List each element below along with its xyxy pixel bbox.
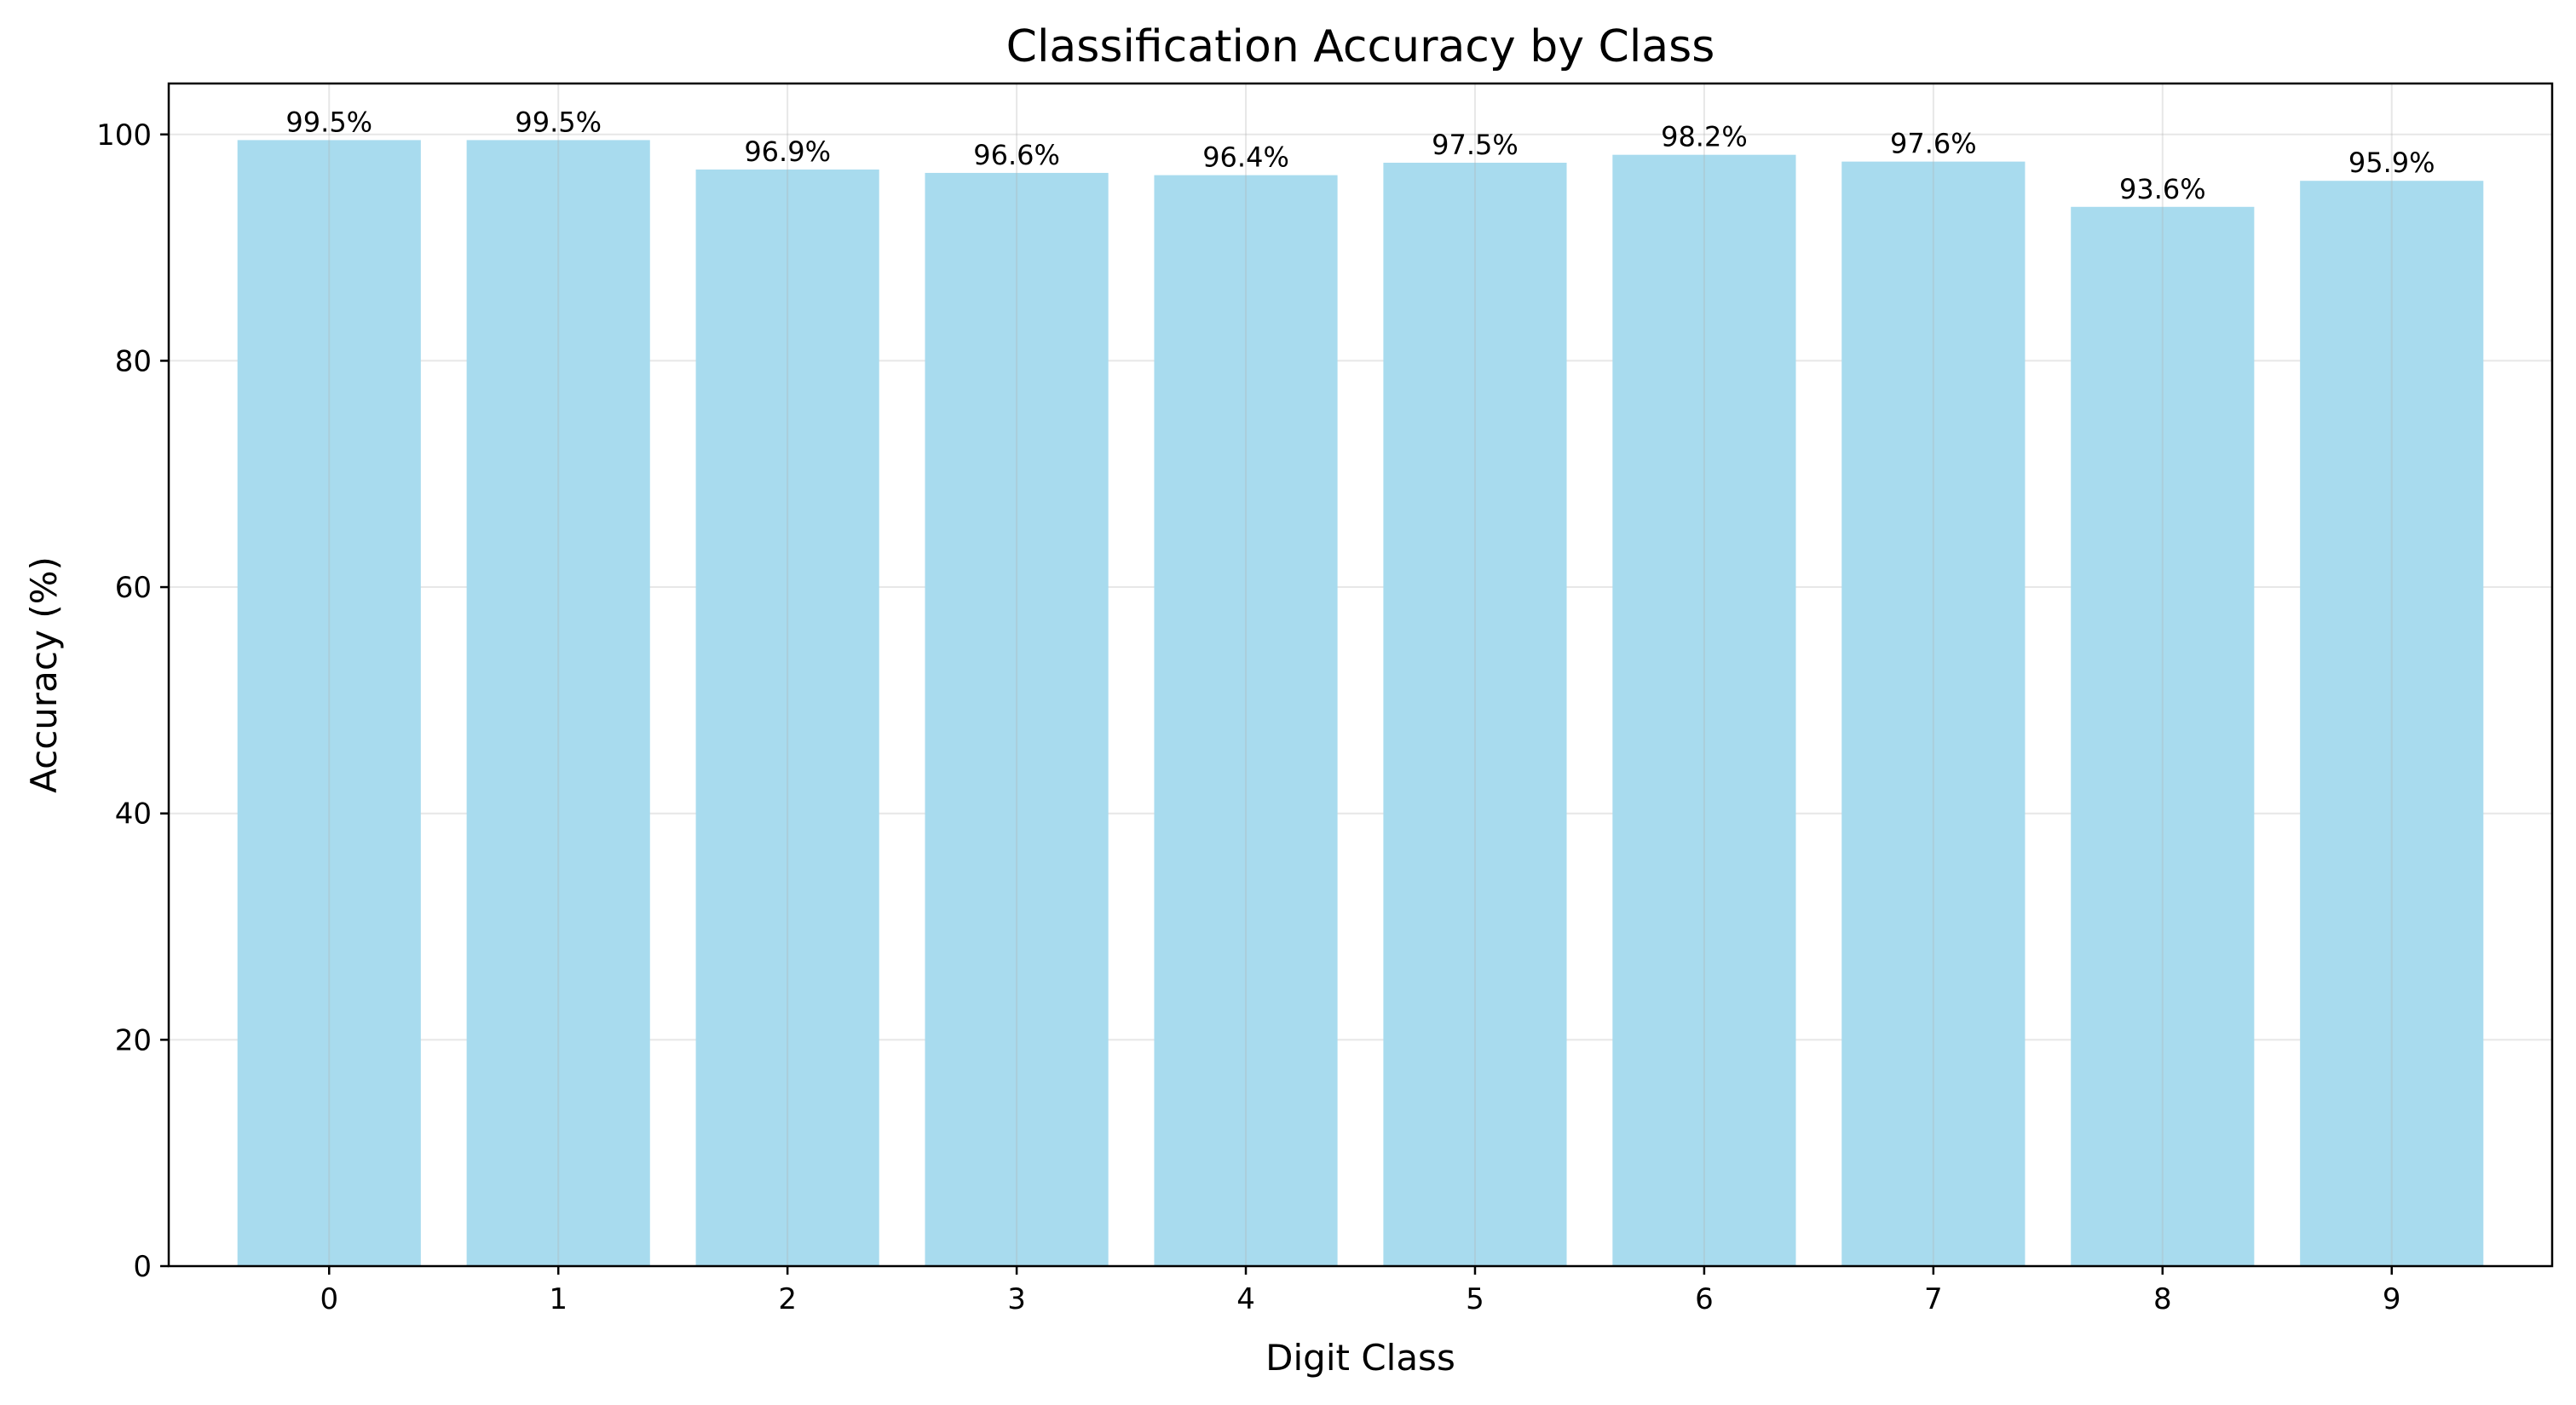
x-tick-label-4: 4 [1236,1282,1255,1316]
data-label-5: 97.5% [1432,129,1519,161]
y-tick-label: 20 [115,1023,152,1057]
data-labels: 99.5% 99.5% 96.9% 96.6% 96.4% 97.5% 98.2% 97.6%… [285,106,2435,204]
x-tick-label-9: 9 [2383,1282,2401,1316]
x-tick-label-5: 5 [1466,1282,1484,1316]
y-tick-label: 80 [115,344,152,378]
vertical-grid-lines [328,83,2393,1266]
data-label-1: 99.5% [515,106,602,138]
x-tick-label-6: 6 [1695,1282,1714,1316]
x-tick-label-0: 0 [320,1282,338,1316]
bars [237,140,2484,1267]
y-tick-label: 0 [133,1250,152,1284]
x-tick-label-2: 2 [778,1282,797,1316]
data-label-0: 99.5% [285,106,372,138]
data-label-4: 96.4% [1202,141,1289,174]
x-tick-label-3: 3 [1007,1282,1026,1316]
x-tick-label-8: 8 [2153,1282,2172,1316]
y-tick-label: 40 [115,798,152,832]
x-tick-label-1: 1 [549,1282,568,1316]
data-label-7: 97.6% [1890,128,1977,160]
y-tick-label: 100 [96,118,152,153]
y-tick-label: 60 [115,571,152,605]
bar-3 [925,172,1109,1266]
data-label-6: 98.2% [1661,121,1748,153]
y-axis-label: Accuracy (%) [23,556,65,793]
bar-6 [1612,154,1796,1266]
bar-7 [1841,161,2026,1267]
x-axis-ticks: 0 1 2 3 4 5 6 7 8 9 [320,1266,2401,1316]
x-axis-label: Digit Class [1265,1337,1455,1379]
data-label-3: 96.6% [973,139,1060,171]
data-label-9: 95.9% [2348,147,2435,179]
data-label-8: 93.6% [2119,173,2206,205]
bar-5 [1383,162,1567,1266]
x-tick-label-7: 7 [1924,1282,1943,1316]
bar-9 [2300,181,2484,1266]
plot-frame [167,82,2554,1268]
bar-1 [466,140,650,1266]
chart-title: Classification Accuracy by Class [1006,21,1715,72]
data-label-2: 96.9% [744,135,831,168]
bar-0 [237,140,421,1266]
y-axis-ticks: 0 20 40 60 80 100 [96,118,169,1284]
bar-4 [1154,175,1338,1266]
bar-2 [695,169,879,1267]
bar-8 [2071,206,2255,1266]
